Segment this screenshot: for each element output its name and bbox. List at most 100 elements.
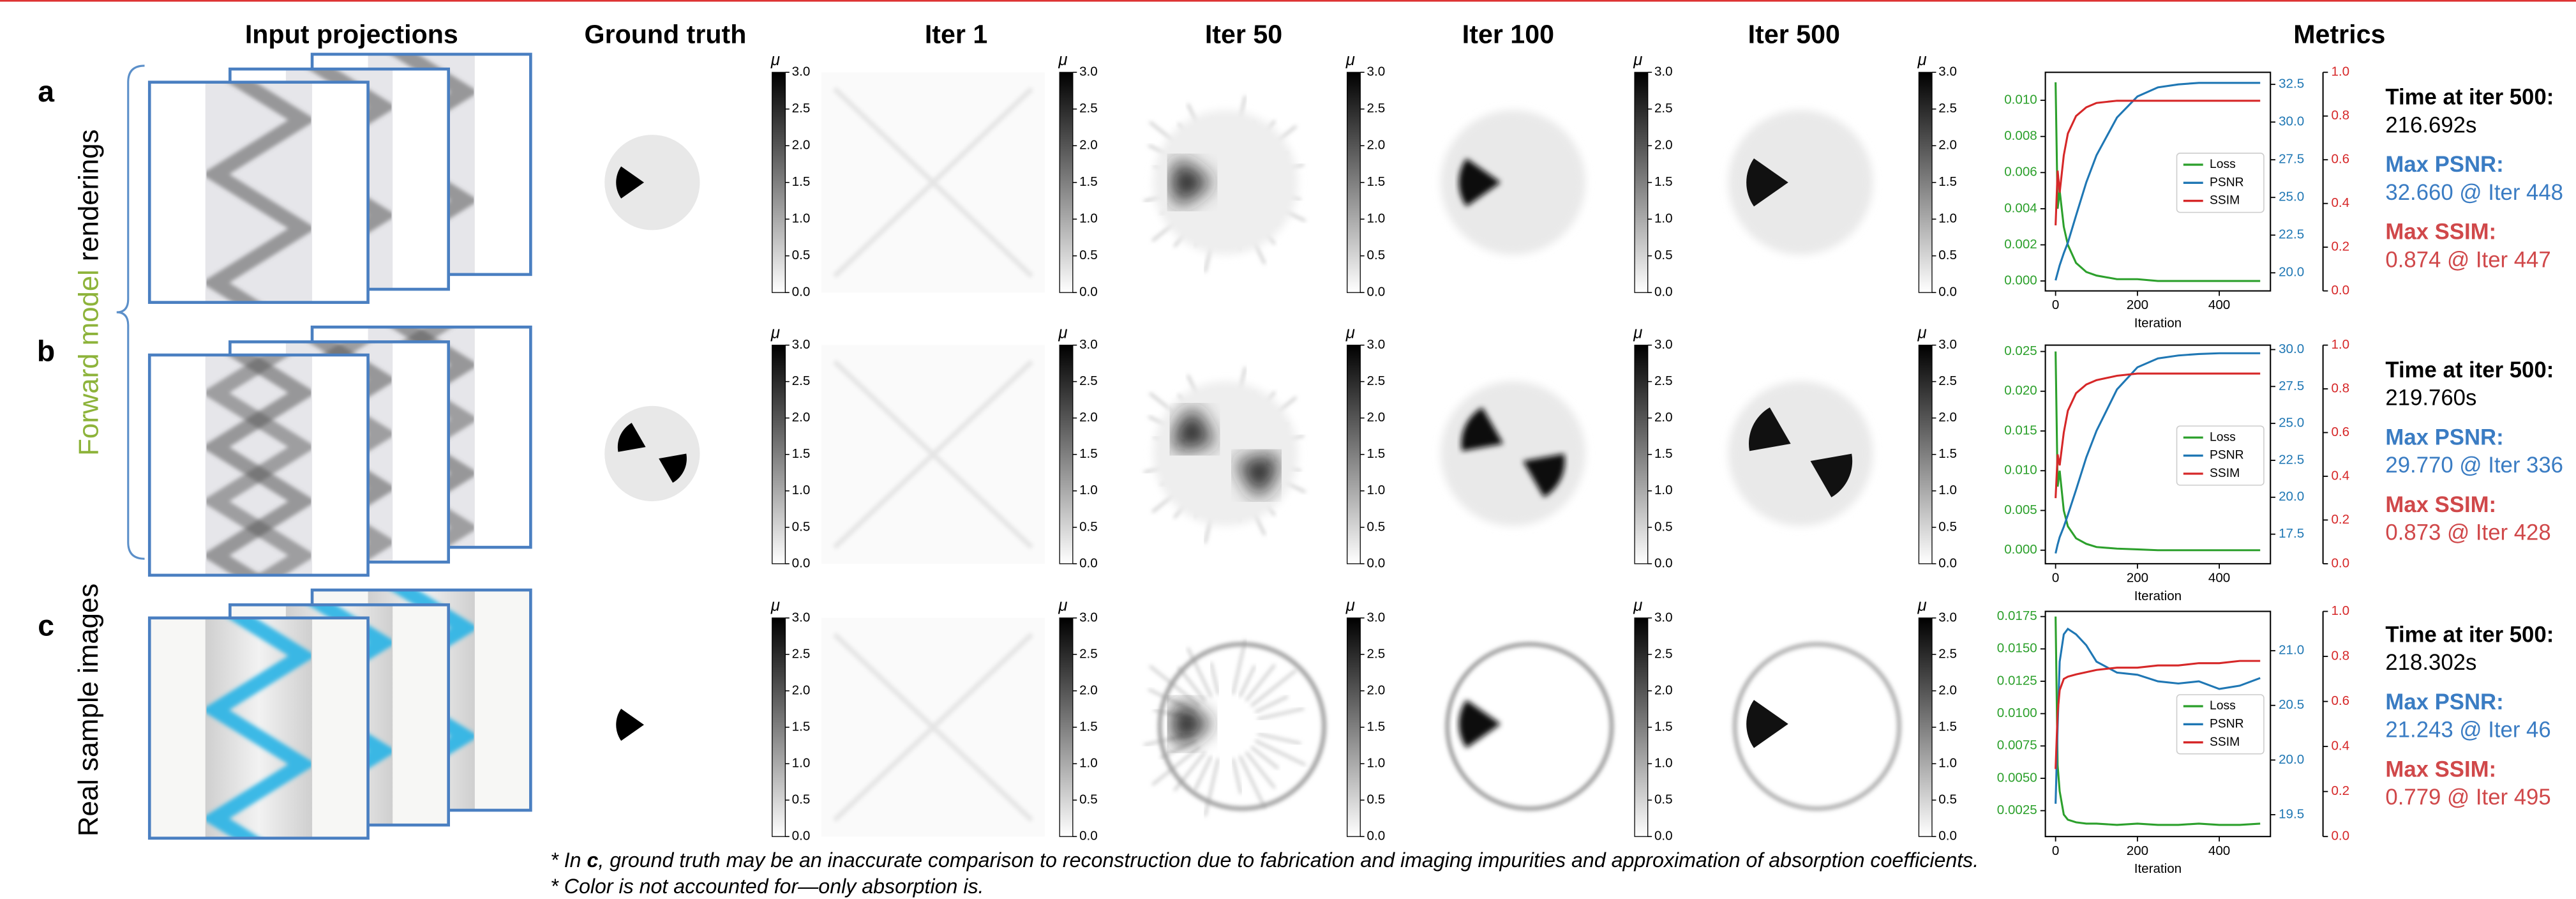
plot-frame	[2044, 72, 2272, 292]
colorbar-tick-label: 2.0	[1367, 138, 1386, 153]
colorbar-label: μ	[1917, 324, 1927, 342]
reconstruction-wedge	[1810, 453, 1853, 497]
reconstruction-wedge	[1749, 407, 1791, 451]
reconstruction	[821, 72, 1045, 293]
colorbar	[1634, 72, 1649, 293]
y-tick-label: 0.8	[2331, 381, 2349, 395]
y-tick-label: 19.5	[2279, 806, 2304, 821]
y-tick-label: 0.0125	[1997, 673, 2037, 688]
reconstruction-wedge	[1523, 453, 1565, 497]
colorbar-tick-label: 0.5	[1938, 248, 1957, 262]
legend-box	[2176, 153, 2265, 213]
metric-text: 21.243 @ Iter 46	[2385, 718, 2550, 743]
y-tick-label: 0.0	[2331, 555, 2349, 570]
colorbar-label: μ	[1917, 597, 1927, 615]
metric-text: Max PSNR:	[2385, 690, 2503, 714]
y-tick-label: 0.6	[2331, 693, 2349, 708]
metric-text: 29.770 @ Iter 336	[2385, 453, 2563, 478]
colorbar-tick-label: 0.5	[1367, 792, 1386, 807]
y-tick-label: 0.0050	[1997, 770, 2037, 785]
colorbar-tick-label: 0.0	[792, 829, 811, 843]
y-tick-label: 22.5	[2279, 452, 2304, 467]
streak	[1232, 639, 1247, 695]
colorbar-tick-label: 0.5	[1367, 248, 1386, 262]
colorbar-tick-label: 3.0	[1654, 64, 1673, 79]
plot-frame	[2044, 610, 2272, 838]
x-axis-label: Iteration	[2134, 861, 2182, 876]
colorbar-tick-label: 2.0	[1079, 138, 1098, 153]
colorbar-tick-label: 1.0	[1367, 483, 1386, 497]
colorbar-tick-label: 3.0	[1938, 610, 1957, 624]
x-tick-label: 400	[2208, 843, 2230, 858]
colorbar-tick-label: 0.0	[1079, 829, 1098, 843]
x-axis-label: Iteration	[2134, 589, 2182, 603]
colorbar	[1634, 344, 1649, 564]
colorbar-label: μ	[1058, 51, 1067, 69]
metric-text: Time at iter 500:	[2385, 623, 2554, 647]
projection-frame	[147, 80, 370, 304]
legend-label: SSIM	[2210, 467, 2240, 480]
y-tick-label: 1.0	[2331, 337, 2349, 352]
reconstruction-ring	[1732, 642, 1901, 811]
colorbar-tick-label: 1.5	[792, 719, 811, 734]
streak	[1178, 667, 1206, 702]
reconstruction-wedges	[1749, 407, 1853, 497]
colorbar-tick-label: 3.0	[1367, 610, 1386, 624]
colorbar-label: μ	[1917, 51, 1927, 69]
y-tick-label: 20.0	[2279, 752, 2304, 767]
colorbar-tick-label: 2.0	[1654, 410, 1673, 425]
reconstruction	[1689, 72, 1913, 293]
series-line	[2055, 351, 2261, 552]
y-tick-label: 0.010	[2004, 463, 2037, 478]
y-tick-label: 21.0	[2279, 643, 2304, 658]
colorbar-tick-label: 0.0	[1367, 555, 1386, 570]
legend-label: Loss	[2210, 699, 2236, 713]
y-tick-label: 0.0150	[1997, 641, 2037, 656]
colorbar-tick-label: 0.5	[792, 792, 811, 807]
y-tick-label: 0.4	[2331, 195, 2349, 210]
ground-truth-disc	[604, 135, 700, 230]
colorbar	[1347, 344, 1361, 564]
y-tick-label: 0.008	[2004, 128, 2037, 143]
colorbar-tick-label: 1.5	[1938, 719, 1957, 734]
reconstruction	[1401, 72, 1625, 293]
y-tick-label: 30.0	[2279, 114, 2304, 129]
y-tick-label: 0.8	[2331, 649, 2349, 663]
y-tick-label: 20.0	[2279, 265, 2304, 280]
colorbar-tick-label: 1.0	[1938, 483, 1957, 497]
colorbar-tick-label: 1.0	[1367, 755, 1386, 770]
footnote: * In c, ground truth may be an inaccurat…	[550, 848, 1979, 871]
colorbar-tick-label: 1.5	[1367, 719, 1386, 734]
series-line	[2055, 100, 2261, 225]
y-tick-label: 20.5	[2279, 697, 2304, 712]
streak	[1257, 732, 1301, 745]
colorbar-tick-label: 2.5	[1654, 101, 1673, 116]
colorbar-tick-label: 1.0	[1079, 211, 1098, 226]
legend-label: Loss	[2210, 158, 2236, 171]
legend-label: Loss	[2210, 430, 2236, 444]
reconstruction-wedges	[1746, 158, 1788, 207]
y-tick-label: 22.5	[2279, 227, 2304, 242]
colorbar-tick-label: 0.0	[1938, 285, 1957, 299]
side-label-part: renderings	[73, 129, 104, 261]
streak	[1173, 752, 1206, 792]
colorbar-tick-label: 1.0	[1654, 755, 1673, 770]
projection-image	[201, 617, 317, 838]
streak	[1194, 755, 1213, 791]
x-tick-label: 200	[2127, 843, 2148, 858]
colorbar-tick-label: 1.5	[1938, 174, 1957, 189]
x-tick-label: 0	[2052, 843, 2059, 858]
colorbar-tick-label: 0.5	[1938, 792, 1957, 807]
colorbar-tick-label: 3.0	[1079, 64, 1098, 79]
y-tick-label: 0.4	[2331, 739, 2349, 753]
metric-text: 32.660 @ Iter 448	[2385, 181, 2563, 205]
colorbar-label: μ	[770, 597, 780, 615]
reconstruction-disc	[1441, 381, 1585, 526]
streak	[1245, 664, 1276, 702]
projection-trace	[201, 617, 317, 838]
colorbar-tick-label: 1.0	[1079, 483, 1098, 497]
colorbar-tick-label: 0.0	[1079, 285, 1098, 299]
colorbar-label: μ	[1633, 597, 1642, 615]
